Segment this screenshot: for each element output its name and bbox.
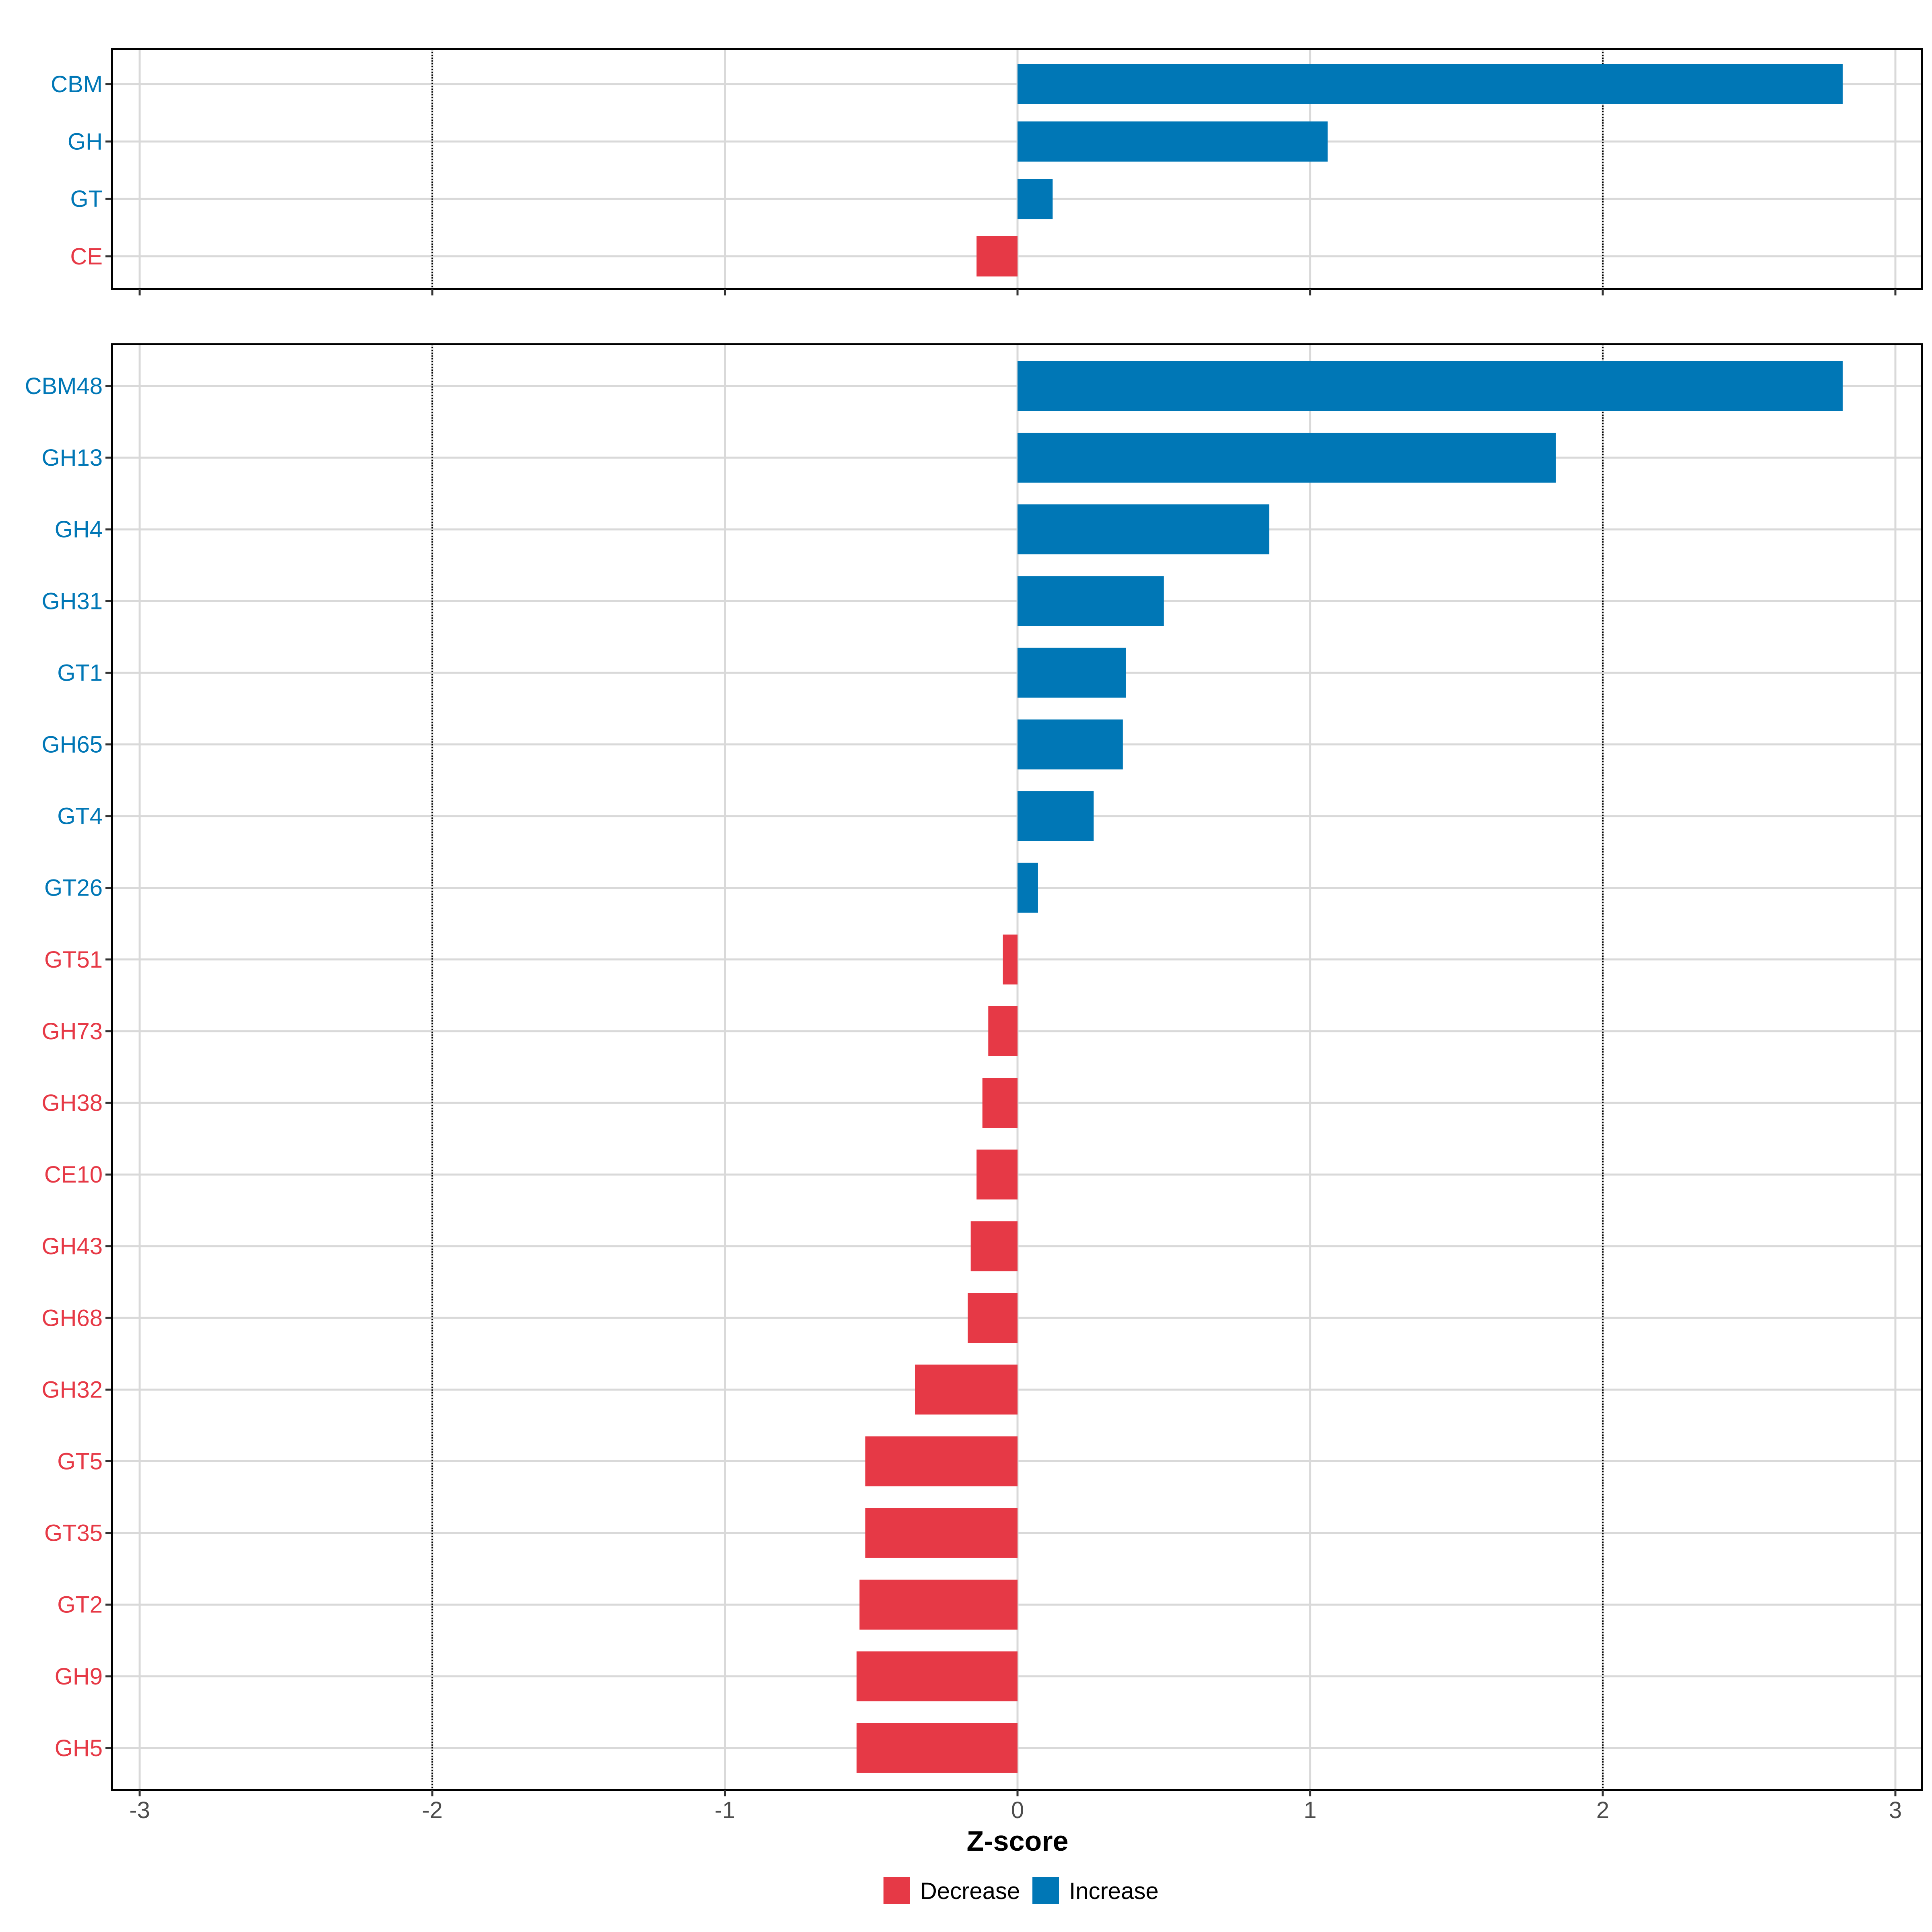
x-tick-label: 3 [1889,1797,1902,1823]
bottom-category-label: GH4 [55,516,103,543]
bottom-bar-GH68 [968,1293,1018,1343]
bottom-bar-GH5 [857,1723,1018,1773]
bottom-bar-GH13 [1018,433,1556,483]
bottom-bar-GH9 [857,1651,1018,1701]
bottom-category-label: GH32 [41,1377,103,1403]
legend-label-decrease: Decrease [920,1878,1020,1904]
top-category-label: CBM [51,71,103,97]
top-category-label: GH [68,129,103,155]
bottom-category-label: GT2 [57,1592,103,1618]
bottom-bar-CE10 [976,1150,1018,1200]
bottom-bar-GT4 [1018,791,1094,841]
legend-swatch-increase [1032,1877,1059,1904]
x-tick-label: 1 [1304,1797,1317,1823]
top-bar-CE [976,236,1018,277]
legend-swatch-decrease [883,1877,910,1904]
bottom-category-label: CE10 [44,1162,103,1188]
top-panel: CBM GH GT CE [51,48,1923,295]
bottom-bar-GT51 [1003,934,1018,985]
bottom-bar-GT26 [1018,863,1038,913]
x-tick-label: -3 [129,1797,150,1823]
bottom-bar-GT35 [865,1508,1018,1558]
x-tick-label: -2 [422,1797,443,1823]
x-tick-label: -1 [714,1797,735,1823]
x-axis: -3 -2 -1 0 1 2 3 [129,1797,1902,1823]
bottom-bar-CBM48 [1018,361,1843,411]
x-axis-title: Z-score [967,1825,1069,1857]
bottom-category-label: GT1 [57,660,103,686]
bottom-bar-GH31 [1018,576,1164,626]
bottom-bar-GT1 [1018,648,1126,698]
bottom-category-label: GT51 [44,947,103,973]
bottom-bar-GH65 [1018,719,1123,770]
bottom-category-label: GH43 [41,1233,103,1259]
bottom-category-label: GH5 [55,1735,103,1761]
top-category-label: GT [70,186,103,212]
top-category-label: CE [70,244,103,270]
bottom-panel: CBM48 GH13 GH4 GH31 GT1 GH65 GT4 GT26 GT51 GH73 GH… [25,343,1923,1796]
bottom-category-label: GT26 [44,875,103,901]
bottom-bar-GH43 [970,1221,1018,1271]
bottom-category-label: GH13 [41,445,103,471]
x-tick-label: 0 [1011,1797,1024,1823]
top-bar-GH [1018,121,1328,162]
bottom-category-label: GH65 [41,732,103,758]
bottom-bar-GH38 [982,1078,1018,1128]
bottom-category-label: GH68 [41,1305,103,1331]
bottom-bar-GH4 [1018,504,1269,555]
bottom-category-label: CBM48 [25,373,103,399]
bottom-bar-GT5 [865,1436,1018,1486]
legend: Decrease Increase [883,1877,1158,1904]
bottom-category-label: GH9 [55,1664,103,1690]
top-bar-CBM [1018,64,1843,104]
bottom-bar-GH73 [988,1006,1018,1056]
bottom-category-label: GH31 [41,588,103,614]
bottom-category-label: GH73 [41,1018,103,1044]
bottom-category-label: GT35 [44,1520,103,1546]
bottom-category-label: GT4 [57,803,103,830]
legend-label-increase: Increase [1069,1878,1158,1904]
x-tick-label: 2 [1596,1797,1609,1823]
bottom-category-label: GT5 [57,1449,103,1475]
bottom-bar-GH32 [915,1364,1018,1415]
top-bar-GT [1018,179,1053,219]
bottom-category-label: GH38 [41,1090,103,1116]
bottom-bar-GT2 [859,1579,1018,1630]
